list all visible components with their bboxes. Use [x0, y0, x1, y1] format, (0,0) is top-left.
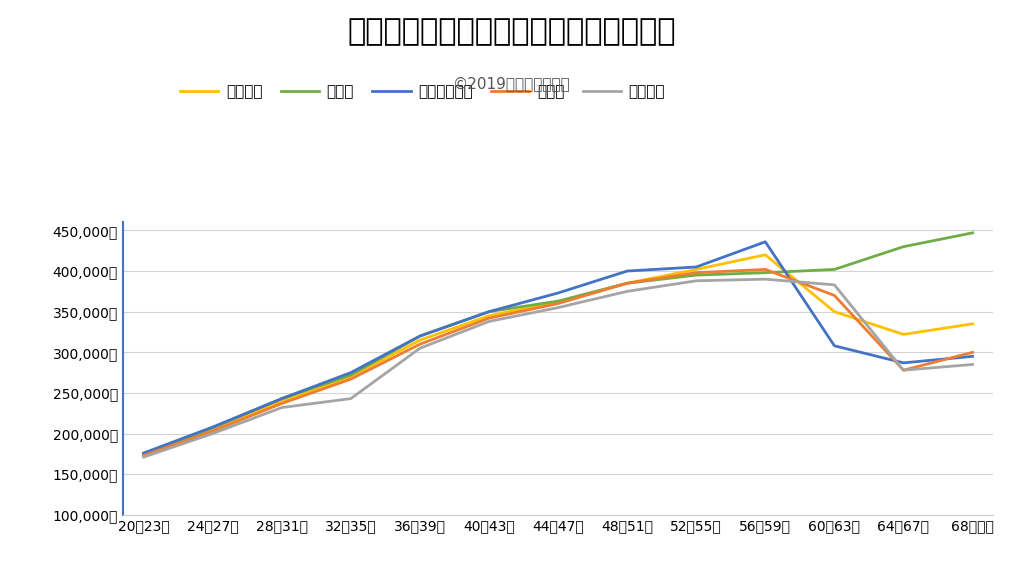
都道府県	[690, 266, 702, 273]
特別区	[275, 395, 288, 402]
政令指定都市	[897, 359, 909, 366]
町村役場	[828, 281, 841, 288]
町村役場	[207, 430, 219, 437]
政令指定都市	[414, 332, 426, 339]
市役所	[345, 376, 357, 383]
市役所	[552, 300, 564, 307]
Text: ©2019とらねこブログ: ©2019とらねこブログ	[454, 76, 570, 91]
特別区	[207, 424, 219, 431]
特別区	[759, 269, 771, 276]
Line: 特別区: 特別区	[143, 233, 973, 454]
町村役場	[690, 277, 702, 284]
特別区	[690, 271, 702, 278]
町村役場	[967, 361, 979, 368]
都道府県	[759, 252, 771, 259]
政令指定都市	[137, 449, 150, 456]
特別区	[137, 450, 150, 457]
町村役場	[345, 395, 357, 402]
都道府県	[897, 331, 909, 338]
政令指定都市	[759, 238, 771, 245]
都道府県	[621, 280, 633, 287]
町村役場	[275, 404, 288, 411]
Line: 政令指定都市: 政令指定都市	[143, 242, 973, 453]
政令指定都市	[828, 342, 841, 349]
市役所	[207, 428, 219, 435]
市役所	[414, 340, 426, 347]
政令指定都市	[552, 290, 564, 297]
都道府県	[345, 373, 357, 380]
市役所	[759, 266, 771, 273]
町村役場	[483, 318, 496, 325]
Legend: 都道府県, 特別区, 政令指定都市, 市役所, 町村役場: 都道府県, 特別区, 政令指定都市, 市役所, 町村役場	[174, 78, 672, 105]
市役所	[967, 349, 979, 356]
市役所	[137, 452, 150, 459]
町村役場	[414, 345, 426, 352]
政令指定都市	[967, 353, 979, 360]
特別区	[621, 280, 633, 287]
市役所	[828, 292, 841, 299]
町村役場	[552, 304, 564, 311]
都道府県	[552, 298, 564, 305]
都道府県	[828, 308, 841, 315]
市役所	[897, 367, 909, 374]
Text: 【年齢別】一般行政職（短大卒）の給料: 【年齢別】一般行政職（短大卒）の給料	[348, 18, 676, 47]
政令指定都市	[207, 424, 219, 431]
特別区	[897, 243, 909, 250]
政令指定都市	[621, 267, 633, 274]
Line: 町村役場: 町村役場	[143, 279, 973, 457]
都道府県	[275, 398, 288, 405]
町村役場	[897, 367, 909, 374]
特別区	[414, 332, 426, 339]
特別区	[828, 266, 841, 273]
特別区	[552, 298, 564, 305]
特別区	[483, 308, 496, 315]
市役所	[690, 269, 702, 276]
町村役場	[759, 276, 771, 283]
Line: 都道府県: 都道府県	[143, 255, 973, 454]
都道府県	[967, 321, 979, 328]
都道府県	[137, 450, 150, 457]
Line: 市役所: 市役所	[143, 270, 973, 456]
町村役場	[137, 453, 150, 460]
政令指定都市	[345, 369, 357, 376]
政令指定都市	[690, 263, 702, 270]
特別区	[967, 229, 979, 236]
特別区	[345, 371, 357, 378]
都道府県	[207, 426, 219, 433]
政令指定都市	[483, 308, 496, 315]
都道府県	[483, 312, 496, 319]
政令指定都市	[275, 395, 288, 402]
市役所	[621, 280, 633, 287]
市役所	[483, 315, 496, 322]
都道府県	[414, 336, 426, 343]
町村役場	[621, 288, 633, 295]
市役所	[275, 400, 288, 407]
